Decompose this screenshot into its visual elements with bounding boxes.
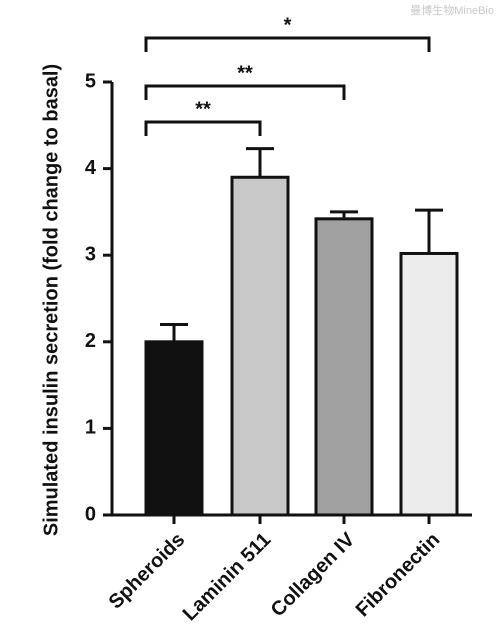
significance-bracket [144,36,431,52]
bar [314,217,374,517]
significance-bracket [144,84,346,100]
bar [144,340,204,517]
bar [230,175,290,517]
y-tick-label: 5 [85,70,96,92]
y-tick-label: 2 [85,330,96,352]
x-tick-label: Spheroids [105,529,190,614]
y-tick-label: 4 [85,157,97,179]
y-axis-label: Simulated insulin secretion (fold change… [40,64,62,536]
significance-label: * [284,14,292,36]
watermark: 曼博生物MineBio [410,3,494,17]
y-tick-label: 1 [85,417,96,439]
significance-bracket [144,120,262,136]
x-tick-label: Collagen IV [267,528,360,621]
significance-label: ** [195,98,211,120]
x-tick-label: Fibronectin [352,529,445,622]
y-tick-label: 0 [85,503,96,525]
x-tick-label: Laminin 511 [179,529,276,626]
significance-label: ** [237,62,253,84]
bar [399,251,459,517]
y-tick-label: 3 [85,243,96,265]
